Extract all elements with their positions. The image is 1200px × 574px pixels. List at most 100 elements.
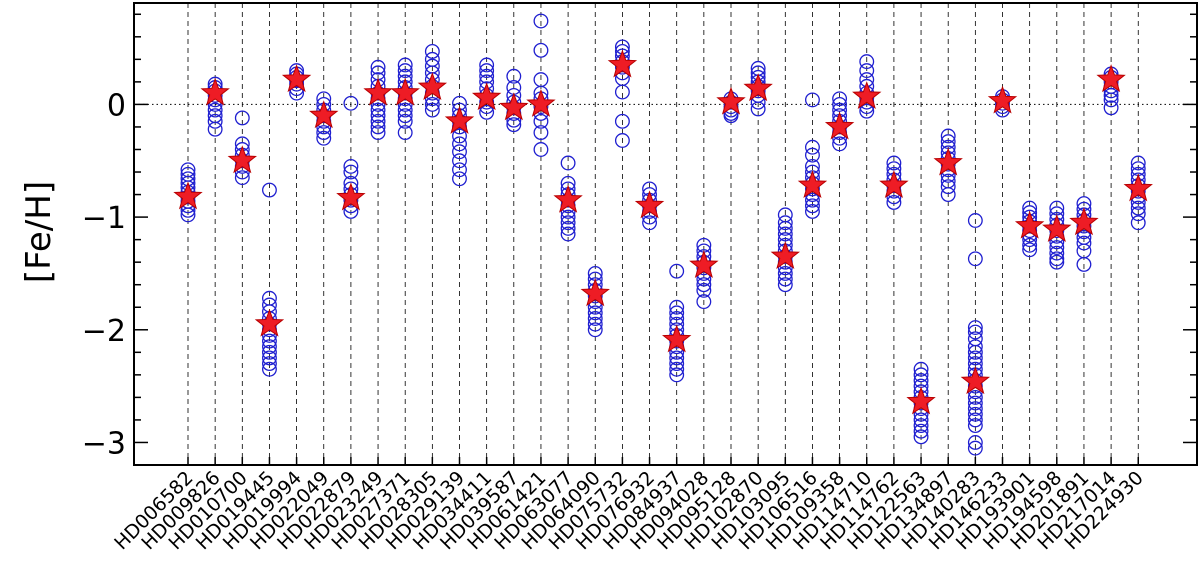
mean-star bbox=[1042, 214, 1072, 242]
data-point bbox=[614, 113, 630, 129]
mean-star bbox=[309, 100, 339, 129]
data-point bbox=[1049, 254, 1065, 270]
data-point bbox=[180, 207, 196, 223]
mean-star bbox=[906, 386, 936, 415]
data-point bbox=[1103, 100, 1119, 116]
y-axis-label: [Fe/H] bbox=[19, 181, 59, 283]
mean-star bbox=[227, 145, 257, 174]
mean-star bbox=[634, 190, 665, 219]
mean-star bbox=[417, 72, 448, 101]
data-point bbox=[1049, 245, 1065, 261]
data-point bbox=[560, 215, 576, 231]
mean-star bbox=[173, 181, 203, 210]
data-point bbox=[1130, 155, 1146, 171]
data-point bbox=[343, 204, 359, 219]
data-point bbox=[533, 142, 549, 157]
mean-star bbox=[390, 77, 420, 106]
mean-star bbox=[879, 170, 909, 199]
data-point bbox=[1130, 206, 1146, 222]
data-point bbox=[560, 155, 576, 171]
data-point bbox=[1103, 87, 1119, 103]
data-point bbox=[805, 92, 820, 108]
data-point bbox=[669, 361, 685, 377]
data-point bbox=[696, 277, 712, 293]
mean-star bbox=[716, 86, 746, 115]
data-point bbox=[343, 95, 359, 111]
data-point bbox=[967, 406, 983, 422]
mean-star bbox=[743, 73, 773, 102]
data-point bbox=[506, 117, 522, 133]
data-point bbox=[805, 192, 820, 208]
data-point bbox=[370, 125, 386, 141]
mean-star bbox=[1123, 173, 1153, 202]
data-point bbox=[424, 102, 440, 118]
points-layer bbox=[180, 13, 1146, 456]
data-point bbox=[262, 344, 277, 360]
data-point bbox=[262, 333, 277, 349]
data-point bbox=[750, 101, 766, 117]
data-point bbox=[777, 220, 793, 236]
data-point bbox=[805, 139, 820, 155]
data-point bbox=[669, 356, 685, 372]
data-point bbox=[1103, 92, 1119, 108]
data-point bbox=[343, 164, 359, 180]
data-point bbox=[859, 54, 875, 70]
data-point bbox=[669, 299, 685, 315]
mean-star bbox=[1014, 210, 1045, 239]
data-point bbox=[913, 412, 929, 428]
data-point bbox=[614, 133, 630, 148]
mean-star bbox=[363, 77, 393, 106]
mean-star bbox=[499, 92, 529, 121]
mean-star bbox=[336, 182, 366, 211]
data-point bbox=[967, 344, 983, 360]
mean-star bbox=[824, 111, 855, 140]
data-point bbox=[397, 63, 413, 79]
data-point bbox=[750, 94, 766, 110]
data-point bbox=[967, 324, 983, 340]
data-point bbox=[397, 57, 413, 73]
data-point bbox=[370, 102, 386, 118]
data-point bbox=[424, 44, 440, 59]
mean-star bbox=[770, 241, 800, 270]
data-point bbox=[587, 316, 603, 332]
data-point bbox=[832, 91, 848, 107]
data-point bbox=[913, 418, 929, 434]
data-point bbox=[452, 153, 467, 169]
data-point bbox=[452, 144, 467, 160]
data-point bbox=[262, 182, 277, 198]
mean-star bbox=[852, 81, 882, 110]
data-point bbox=[370, 108, 386, 124]
data-point bbox=[859, 63, 875, 79]
data-point bbox=[397, 125, 413, 141]
data-point bbox=[967, 213, 983, 228]
data-point bbox=[696, 271, 712, 287]
data-point bbox=[967, 350, 983, 366]
data-point bbox=[669, 350, 685, 366]
data-point bbox=[940, 128, 956, 144]
data-point bbox=[397, 113, 413, 129]
x-axis: HD006582HD009826HD010700HD019445HD019994… bbox=[110, 457, 1148, 554]
data-point bbox=[1076, 235, 1092, 251]
mean-star bbox=[797, 170, 828, 199]
data-point bbox=[370, 113, 386, 129]
data-point bbox=[289, 85, 305, 101]
data-point bbox=[262, 350, 277, 366]
data-point bbox=[343, 158, 359, 174]
data-point bbox=[397, 108, 413, 124]
mean-star bbox=[281, 64, 312, 93]
data-point bbox=[805, 204, 820, 219]
data-point bbox=[533, 42, 549, 58]
data-point bbox=[967, 435, 983, 450]
data-point bbox=[832, 136, 848, 152]
data-point bbox=[370, 119, 386, 135]
data-point bbox=[886, 155, 902, 171]
y-tick-label: −3 bbox=[82, 426, 126, 461]
data-point bbox=[967, 251, 983, 267]
data-point bbox=[479, 104, 495, 120]
mean-star bbox=[526, 88, 556, 117]
data-point bbox=[1076, 256, 1092, 272]
data-point bbox=[397, 102, 413, 118]
data-point bbox=[614, 84, 630, 100]
data-point bbox=[723, 108, 739, 124]
